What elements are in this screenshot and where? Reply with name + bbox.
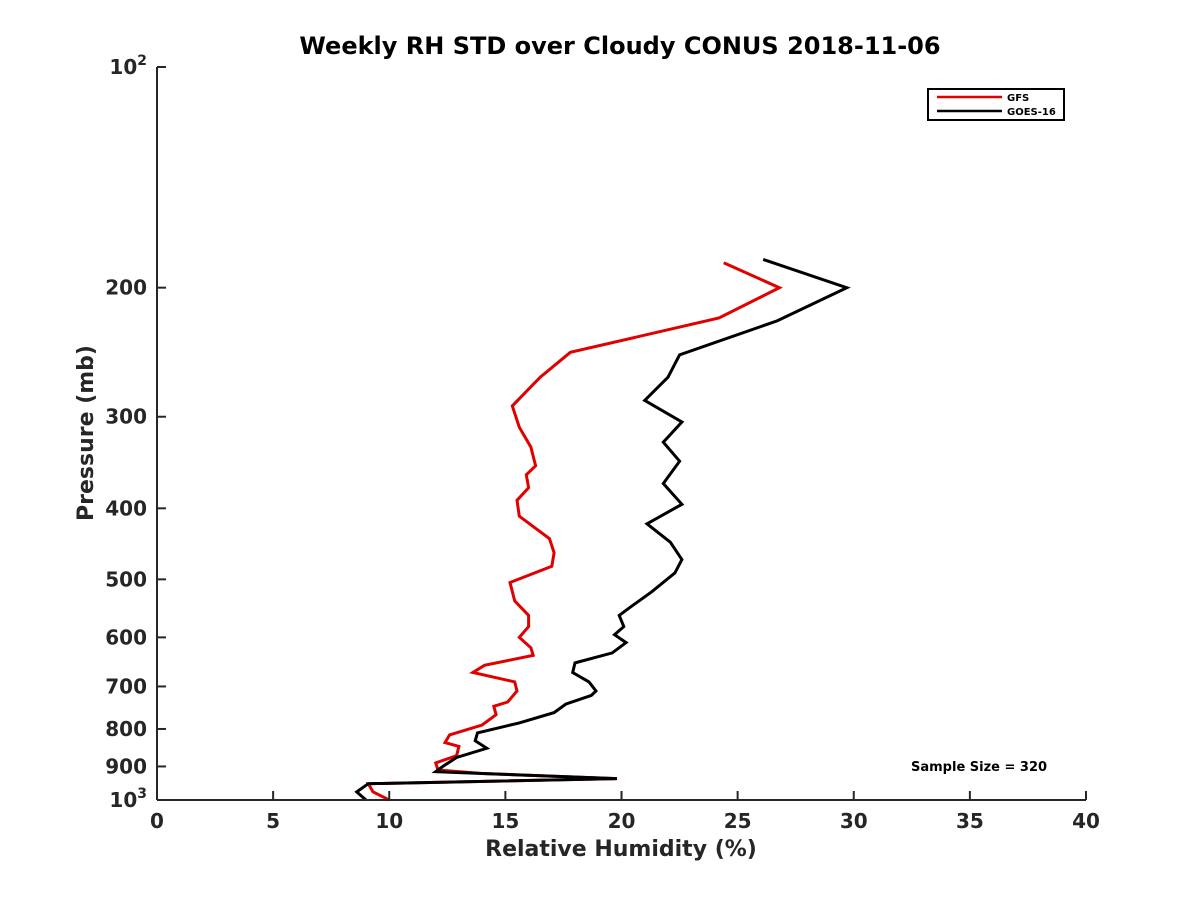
y-tick-label: 900 — [105, 754, 147, 778]
x-tick-label: 35 — [956, 809, 984, 833]
x-tick-label: 10 — [375, 809, 403, 833]
x-tick-label: 20 — [608, 809, 636, 833]
y-ticks: 102 200 300 400 500 600 700 800 900 103 — [105, 53, 166, 812]
plot-lines — [354, 257, 851, 802]
y-tick-label: 200 — [105, 276, 147, 300]
legend-box — [927, 88, 1065, 121]
y-axis-label: Pressure (mb) — [74, 345, 99, 521]
x-tick-label: 40 — [1072, 809, 1100, 833]
y-tick-label: 103 — [109, 786, 147, 812]
x-tick-label: 0 — [150, 809, 164, 833]
x-tick-label: 15 — [491, 809, 519, 833]
series-line-gfs — [365, 261, 783, 802]
x-ticks: 0 5 10 15 20 25 30 35 40 — [150, 791, 1100, 833]
x-tick-label: 5 — [266, 809, 280, 833]
x-tick-label: 25 — [724, 809, 752, 833]
y-tick-label: 800 — [105, 717, 147, 741]
legend-label-gfs: GFS — [1007, 93, 1029, 104]
y-tick-label: 700 — [105, 674, 147, 698]
y-tick-label: 102 — [109, 53, 147, 79]
x-axis-label: Relative Humidity (%) — [485, 837, 757, 862]
chart-title: Weekly RH STD over Cloudy CONUS 2018-11-… — [299, 32, 940, 60]
y-tick-label: 300 — [105, 405, 147, 429]
y-tick-label: 400 — [105, 496, 147, 520]
legend-label-goes16: GOES-16 — [1007, 107, 1056, 118]
series-line-goes16 — [354, 257, 851, 802]
y-tick-label: 600 — [105, 625, 147, 649]
y-tick-label: 500 — [105, 567, 147, 591]
legend: GFS GOES-16 — [927, 88, 1065, 121]
sample-size-annotation: Sample Size = 320 — [911, 760, 1047, 775]
x-tick-label: 30 — [840, 809, 868, 833]
